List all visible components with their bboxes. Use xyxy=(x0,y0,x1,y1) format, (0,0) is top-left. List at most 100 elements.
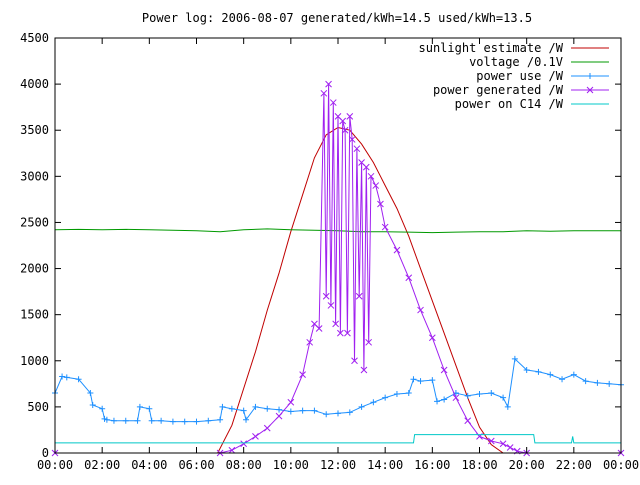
data-point xyxy=(243,416,250,423)
data-point xyxy=(275,412,283,420)
data-point xyxy=(75,376,82,383)
y-tick-label: 2500 xyxy=(20,215,49,229)
data-point xyxy=(193,418,200,425)
data-point xyxy=(353,145,361,153)
data-point xyxy=(306,338,314,346)
data-point xyxy=(382,394,389,401)
data-point xyxy=(87,390,94,397)
data-point xyxy=(499,440,507,448)
data-point xyxy=(381,223,389,231)
data-point xyxy=(405,390,412,397)
data-point xyxy=(440,366,448,374)
data-point xyxy=(329,99,337,106)
data-point xyxy=(594,379,601,386)
legend-entry-2: power use /W xyxy=(476,69,609,83)
data-point xyxy=(63,374,70,381)
legend-entry-4: power on C14 /W xyxy=(455,97,609,111)
series-line-0 xyxy=(55,126,621,454)
data-point xyxy=(299,407,306,414)
data-point xyxy=(252,403,259,410)
data-point xyxy=(219,403,226,410)
data-point xyxy=(341,126,349,134)
data-point xyxy=(181,418,188,425)
data-point xyxy=(122,417,129,424)
data-point xyxy=(335,410,341,417)
legend-label: sunlight estimate /W xyxy=(419,41,564,55)
legend-label: power use /W xyxy=(476,69,563,83)
data-point xyxy=(547,371,554,378)
data-point xyxy=(287,408,294,415)
data-point xyxy=(169,418,176,425)
data-point xyxy=(355,292,363,300)
data-point xyxy=(559,376,566,383)
series-1 xyxy=(54,228,621,234)
y-tick-label: 3500 xyxy=(20,123,49,137)
data-point xyxy=(148,417,155,424)
legend-marker xyxy=(586,86,594,94)
data-point xyxy=(417,378,424,385)
data-point xyxy=(360,366,368,374)
data-point xyxy=(511,355,518,362)
x-tick-label: 14:00 xyxy=(367,458,403,472)
x-tick-label: 22:00 xyxy=(556,458,592,472)
legend-entry-1: voltage /0.1V xyxy=(469,55,609,69)
y-tick-label: 0 xyxy=(42,446,49,460)
series-2 xyxy=(52,355,624,425)
data-point xyxy=(228,446,236,454)
data-point xyxy=(362,163,370,171)
data-point xyxy=(410,376,417,383)
data-point xyxy=(337,329,344,337)
data-point xyxy=(346,409,353,416)
data-point xyxy=(535,368,542,375)
data-point xyxy=(405,274,413,282)
data-point xyxy=(263,424,271,432)
data-point xyxy=(464,417,472,425)
y-tick-label: 500 xyxy=(27,400,49,414)
data-point xyxy=(228,405,235,412)
data-point xyxy=(417,306,424,314)
data-point xyxy=(240,440,248,448)
data-point xyxy=(452,394,460,402)
data-point xyxy=(464,392,471,399)
data-point xyxy=(323,411,330,418)
data-point xyxy=(99,405,106,412)
series-3 xyxy=(51,80,625,457)
y-tick-label: 4500 xyxy=(20,31,49,45)
data-point xyxy=(365,338,373,346)
data-point xyxy=(146,405,153,412)
x-tick-label: 02:00 xyxy=(84,458,120,472)
data-point xyxy=(264,405,271,412)
x-tick-label: 00:00 xyxy=(603,458,639,472)
series-line-3 xyxy=(55,84,621,454)
x-tick-label: 00:00 xyxy=(37,458,73,472)
data-point xyxy=(358,403,365,410)
data-point xyxy=(134,417,141,424)
data-point xyxy=(346,113,354,120)
series-layer xyxy=(51,80,625,457)
chart-title: Power log: 2006-08-07 generated/kWh=14.5… xyxy=(142,11,532,25)
series-line-4 xyxy=(55,434,621,444)
data-point xyxy=(372,182,380,189)
data-point xyxy=(582,378,589,385)
series-4 xyxy=(55,434,621,444)
data-point xyxy=(158,417,165,424)
legend-entry-3: power generated /W xyxy=(433,83,609,97)
data-point xyxy=(240,407,247,414)
data-point xyxy=(428,334,436,342)
data-point xyxy=(325,80,332,88)
legend-label: voltage /0.1V xyxy=(469,55,563,69)
x-tick-label: 20:00 xyxy=(509,458,545,472)
data-point xyxy=(504,403,511,410)
x-tick-label: 18:00 xyxy=(461,458,497,472)
legend-label: power on C14 /W xyxy=(455,97,564,111)
data-point xyxy=(311,407,318,414)
data-point xyxy=(332,320,339,328)
data-point xyxy=(441,396,448,403)
data-point xyxy=(393,246,401,254)
y-tick-label: 3000 xyxy=(20,169,49,183)
data-point xyxy=(217,416,224,423)
data-point xyxy=(344,329,351,337)
